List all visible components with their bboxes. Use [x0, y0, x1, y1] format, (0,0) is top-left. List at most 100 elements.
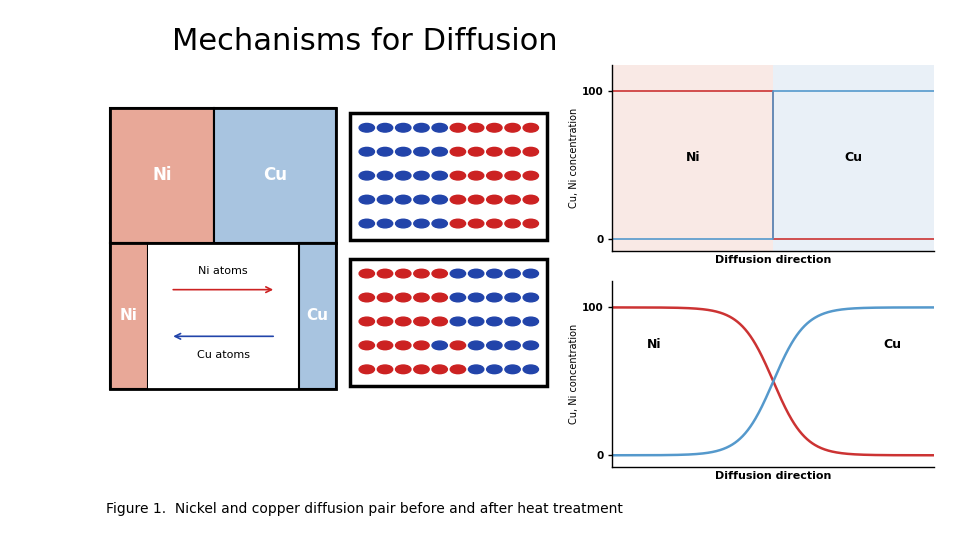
Circle shape — [523, 341, 539, 350]
Circle shape — [359, 171, 374, 180]
Circle shape — [505, 317, 520, 326]
Text: Cu: Cu — [883, 338, 901, 351]
Circle shape — [432, 293, 447, 302]
Circle shape — [450, 219, 466, 228]
Circle shape — [468, 147, 484, 156]
Bar — [299, 243, 336, 389]
Circle shape — [359, 195, 374, 204]
Circle shape — [505, 171, 520, 180]
Circle shape — [505, 195, 520, 204]
Text: Mechanisms for Diffusion: Mechanisms for Diffusion — [172, 27, 558, 56]
Circle shape — [523, 293, 539, 302]
Circle shape — [359, 124, 374, 132]
Circle shape — [377, 317, 393, 326]
Circle shape — [432, 269, 447, 278]
Circle shape — [414, 147, 429, 156]
Circle shape — [396, 269, 411, 278]
Circle shape — [468, 365, 484, 374]
Text: Ni: Ni — [153, 166, 172, 185]
Circle shape — [450, 365, 466, 374]
Circle shape — [450, 195, 466, 204]
Circle shape — [450, 293, 466, 302]
Bar — [110, 243, 148, 389]
Bar — [350, 259, 547, 386]
Y-axis label: Cu, Ni concentration: Cu, Ni concentration — [569, 108, 579, 208]
Bar — [774, 65, 934, 251]
Text: Figure 1.  Nickel and copper diffusion pair before and after heat treatment: Figure 1. Nickel and copper diffusion pa… — [107, 502, 623, 516]
Circle shape — [359, 269, 374, 278]
Circle shape — [468, 341, 484, 350]
Circle shape — [523, 365, 539, 374]
Circle shape — [432, 124, 447, 132]
Circle shape — [396, 171, 411, 180]
Circle shape — [487, 269, 502, 278]
Circle shape — [432, 195, 447, 204]
Text: Ni atoms: Ni atoms — [199, 266, 248, 276]
Circle shape — [468, 293, 484, 302]
Circle shape — [487, 147, 502, 156]
Circle shape — [432, 147, 447, 156]
Circle shape — [468, 124, 484, 132]
Circle shape — [377, 171, 393, 180]
Circle shape — [468, 317, 484, 326]
Y-axis label: Cu, Ni concentration: Cu, Ni concentration — [569, 324, 579, 424]
Circle shape — [468, 171, 484, 180]
Circle shape — [523, 171, 539, 180]
Circle shape — [396, 293, 411, 302]
Circle shape — [505, 124, 520, 132]
Circle shape — [432, 219, 447, 228]
Circle shape — [359, 317, 374, 326]
Circle shape — [432, 171, 447, 180]
Circle shape — [523, 195, 539, 204]
Circle shape — [487, 317, 502, 326]
Circle shape — [396, 365, 411, 374]
Bar — [612, 65, 774, 251]
Circle shape — [396, 219, 411, 228]
Circle shape — [377, 269, 393, 278]
Circle shape — [377, 341, 393, 350]
X-axis label: Diffusion direction: Diffusion direction — [715, 255, 831, 265]
X-axis label: Diffusion direction: Diffusion direction — [715, 471, 831, 481]
Text: Ni: Ni — [120, 308, 138, 323]
Bar — [214, 108, 336, 243]
Circle shape — [414, 269, 429, 278]
Circle shape — [450, 147, 466, 156]
Circle shape — [414, 171, 429, 180]
Bar — [110, 243, 336, 389]
Circle shape — [414, 195, 429, 204]
Circle shape — [377, 195, 393, 204]
Bar — [148, 243, 299, 389]
Text: Cu atoms: Cu atoms — [197, 350, 250, 360]
Circle shape — [432, 365, 447, 374]
Circle shape — [377, 219, 393, 228]
Circle shape — [487, 195, 502, 204]
Circle shape — [505, 341, 520, 350]
Circle shape — [450, 171, 466, 180]
Circle shape — [487, 124, 502, 132]
Circle shape — [523, 124, 539, 132]
Circle shape — [432, 317, 447, 326]
Circle shape — [377, 365, 393, 374]
Text: Cu: Cu — [306, 308, 328, 323]
Circle shape — [414, 365, 429, 374]
Bar — [350, 113, 547, 240]
Circle shape — [450, 317, 466, 326]
Circle shape — [523, 147, 539, 156]
Circle shape — [523, 219, 539, 228]
Circle shape — [414, 293, 429, 302]
Circle shape — [487, 365, 502, 374]
Circle shape — [505, 269, 520, 278]
Circle shape — [396, 341, 411, 350]
Circle shape — [396, 317, 411, 326]
Circle shape — [396, 195, 411, 204]
Circle shape — [359, 293, 374, 302]
Circle shape — [468, 269, 484, 278]
Circle shape — [396, 124, 411, 132]
Circle shape — [523, 317, 539, 326]
Circle shape — [450, 124, 466, 132]
Circle shape — [468, 195, 484, 204]
Text: Ni: Ni — [685, 151, 700, 165]
Circle shape — [487, 293, 502, 302]
Text: Cu: Cu — [845, 151, 863, 165]
Text: Cu: Cu — [263, 166, 287, 185]
